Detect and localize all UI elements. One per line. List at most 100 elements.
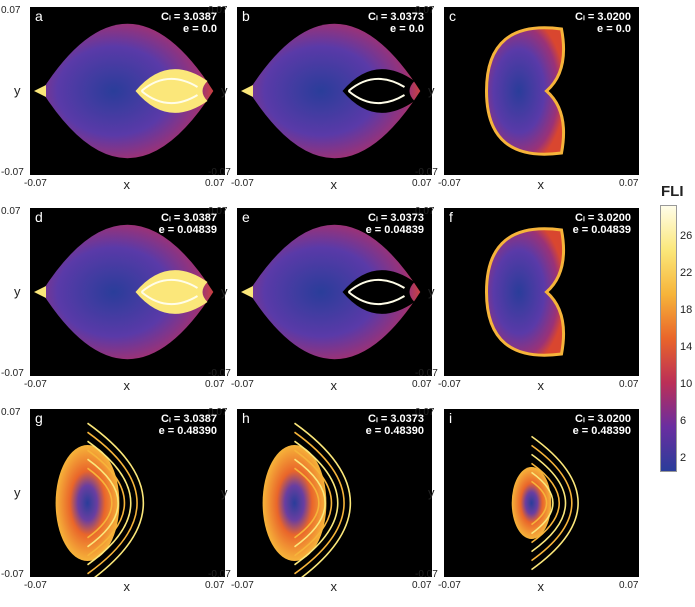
- panel-plot: [34, 23, 214, 159]
- y-axis-label: y: [428, 284, 435, 299]
- eccentricity-label: e = 0.48390: [365, 425, 424, 437]
- y-tick-max: 0.07: [1, 206, 21, 217]
- x-tick-min: -0.07: [438, 379, 461, 390]
- chaotic-region: [342, 69, 415, 113]
- y-axis-label: y: [221, 485, 228, 500]
- spiral-arm: [531, 471, 554, 535]
- panel-letter: e: [242, 209, 250, 225]
- y-axis-label: y: [221, 284, 228, 299]
- colorbar-tick: 22: [680, 267, 693, 279]
- eccentricity-label: e = 0.04839: [158, 224, 217, 236]
- y-tick-min: -0.07: [1, 167, 24, 178]
- jacobi-constant-label: Cₗ = 3.0200: [575, 212, 631, 224]
- spiral-arm: [294, 449, 333, 557]
- x-axis-label: x: [537, 177, 545, 192]
- y-tick-min: -0.07: [208, 569, 231, 580]
- panel-plot: [34, 224, 214, 360]
- panel-a: a Cₗ = 3.0387 e = 0.0: [30, 7, 225, 175]
- x-axis-label: x: [537, 579, 545, 594]
- spiral-arm: [531, 435, 579, 571]
- left-tip: [241, 85, 253, 97]
- y-axis-label: y: [14, 83, 21, 98]
- spiral-arm: [531, 480, 548, 526]
- left-tip: [34, 286, 46, 298]
- colorbar-tick: 14: [680, 341, 693, 353]
- eccentricity-label: e = 0.0: [183, 23, 217, 35]
- colorbar-tick: 10: [680, 378, 693, 390]
- chaotic-streaks: [140, 77, 199, 105]
- panel-plot: [55, 422, 145, 577]
- panel-letter: b: [242, 8, 250, 24]
- eccentricity-label: e = 0.04839: [365, 224, 424, 236]
- chaotic-streaks: [347, 77, 406, 105]
- colorbar-gradient: [660, 205, 677, 472]
- regular-region: [41, 23, 214, 159]
- x-tick-min: -0.07: [231, 580, 254, 591]
- y-tick-max: 0.07: [1, 407, 21, 418]
- spiral-arm: [87, 440, 132, 566]
- x-tick-max: 0.07: [205, 379, 225, 390]
- jacobi-constant-label: Cₗ = 3.0373: [368, 212, 424, 224]
- spiral-arm: [87, 458, 119, 548]
- y-axis-label: y: [428, 485, 435, 500]
- panel-g: g Cₗ = 3.0387 e = 0.48390: [30, 409, 225, 577]
- x-axis-label: x: [123, 378, 131, 393]
- chaotic-streaks: [140, 278, 199, 306]
- spiral-arm: [531, 453, 567, 553]
- y-tick-min: -0.07: [208, 368, 231, 379]
- x-axis-label: x: [330, 378, 338, 393]
- x-tick-min: -0.07: [438, 580, 461, 591]
- spiral-arm: [294, 467, 320, 539]
- spiral-arm: [531, 444, 573, 562]
- spiral-arm: [531, 462, 560, 544]
- eccentricity-label: e = 0.0: [597, 23, 631, 35]
- x-tick-max: 0.07: [619, 580, 639, 591]
- panel-plot: [484, 227, 566, 357]
- y-tick-max: 0.07: [415, 5, 435, 16]
- y-tick-max: 0.07: [208, 206, 228, 217]
- eccentricity-label: e = 0.48390: [572, 425, 631, 437]
- spiral-core: [511, 467, 552, 539]
- x-tick-min: -0.07: [24, 178, 47, 189]
- y-axis-label: y: [221, 83, 228, 98]
- y-tick-min: -0.07: [208, 167, 231, 178]
- y-tick-min: -0.07: [415, 368, 438, 379]
- chaotic-streaks: [347, 278, 406, 306]
- colorbar-title: FLI: [661, 183, 684, 200]
- panel-letter: g: [35, 410, 43, 426]
- panel-plot: [262, 422, 352, 577]
- spiral-arm: [294, 458, 326, 548]
- panel-plot: [511, 435, 579, 571]
- x-tick-min: -0.07: [438, 178, 461, 189]
- jacobi-constant-label: Cₗ = 3.0373: [368, 413, 424, 425]
- spiral-arm: [294, 422, 352, 577]
- left-tip: [241, 286, 253, 298]
- chaotic-region: [135, 69, 208, 113]
- x-tick-min: -0.07: [231, 178, 254, 189]
- regular-region: [248, 224, 421, 360]
- panel-letter: f: [449, 209, 453, 225]
- colorbar-tick: 6: [680, 415, 687, 427]
- eccentricity-label: e = 0.0: [390, 23, 424, 35]
- panel-letter: a: [35, 8, 43, 24]
- x-tick-max: 0.07: [619, 178, 639, 189]
- y-axis-label: y: [14, 485, 21, 500]
- spiral-arm: [87, 422, 145, 577]
- x-tick-min: -0.07: [231, 379, 254, 390]
- colorbar-tick: 2: [680, 452, 687, 464]
- x-tick-max: 0.07: [412, 379, 432, 390]
- y-tick-max: 0.07: [1, 5, 21, 16]
- jacobi-constant-label: Cₗ = 3.0387: [161, 11, 217, 23]
- y-tick-max: 0.07: [208, 5, 228, 16]
- spiral-arm: [294, 431, 345, 575]
- panel-letter: d: [35, 209, 43, 225]
- y-tick-max: 0.07: [208, 407, 228, 418]
- panel-h: h Cₗ = 3.0373 e = 0.48390: [237, 409, 432, 577]
- jacobi-constant-label: Cₗ = 3.0387: [161, 212, 217, 224]
- left-tip: [34, 85, 46, 97]
- regular-region: [484, 227, 566, 357]
- y-axis-label: y: [14, 284, 21, 299]
- regular-region: [484, 26, 566, 156]
- panel-plot: [484, 26, 566, 156]
- y-tick-min: -0.07: [1, 368, 24, 379]
